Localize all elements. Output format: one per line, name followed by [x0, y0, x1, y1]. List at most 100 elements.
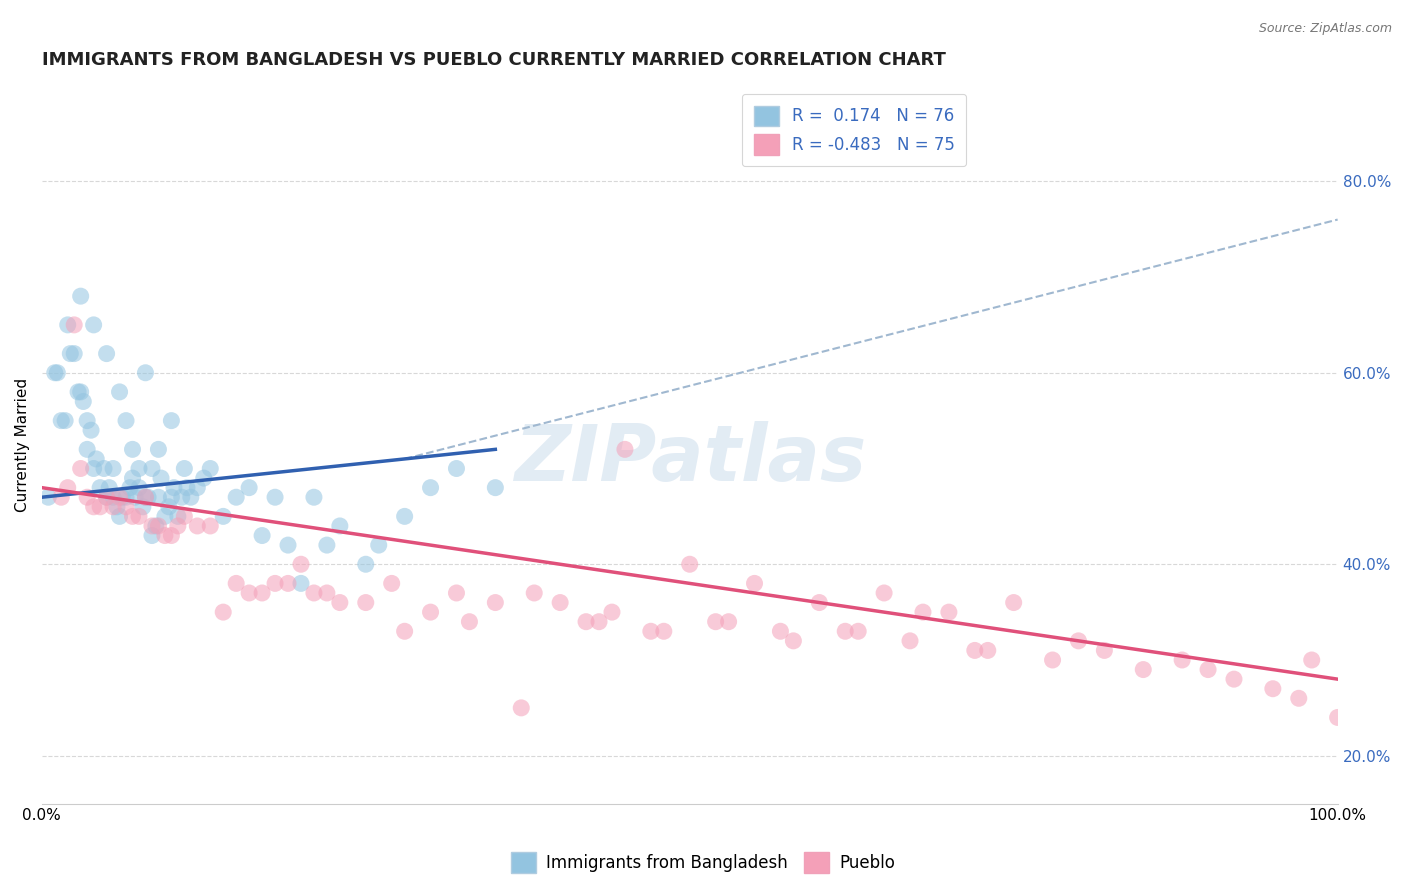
Point [640, 624, 662, 639]
Point [84, 451, 107, 466]
Point [446, 586, 468, 600]
Point [484, 596, 506, 610]
Point [115, 414, 138, 428]
Point [484, 481, 506, 495]
Point [1288, 691, 1310, 706]
Point [846, 624, 869, 639]
Point [898, 633, 921, 648]
Point [277, 576, 299, 591]
Point [128, 509, 150, 524]
Point [160, 528, 183, 542]
Point [148, 490, 170, 504]
Point [96, 490, 118, 504]
Point [115, 490, 138, 504]
Point [121, 509, 143, 524]
Point [238, 586, 260, 600]
Point [150, 471, 173, 485]
Point [173, 461, 195, 475]
Point [212, 605, 235, 619]
Point [510, 701, 533, 715]
Point [315, 586, 337, 600]
Point [679, 558, 702, 572]
Point [83, 318, 105, 332]
Point [1326, 710, 1348, 724]
Point [153, 528, 176, 542]
Point [1223, 672, 1246, 686]
Point [141, 461, 163, 475]
Point [69, 289, 91, 303]
Point [186, 519, 208, 533]
Point [160, 414, 183, 428]
Point [367, 538, 389, 552]
Point [613, 442, 636, 457]
Point [911, 605, 934, 619]
Point [89, 481, 111, 495]
Point [170, 490, 193, 504]
Point [157, 500, 180, 514]
Point [128, 481, 150, 495]
Point [124, 490, 146, 504]
Point [354, 558, 377, 572]
Point [163, 481, 186, 495]
Point [121, 442, 143, 457]
Point [89, 500, 111, 514]
Point [938, 605, 960, 619]
Point [108, 509, 131, 524]
Point [63, 346, 86, 360]
Point [1002, 596, 1025, 610]
Point [1261, 681, 1284, 696]
Point [717, 615, 740, 629]
Point [1301, 653, 1323, 667]
Point [51, 414, 73, 428]
Point [53, 414, 76, 428]
Point [167, 519, 190, 533]
Text: IMMIGRANTS FROM BANGLADESH VS PUEBLO CURRENTLY MARRIED CORRELATION CHART: IMMIGRANTS FROM BANGLADESH VS PUEBLO CUR… [42, 51, 946, 69]
Point [121, 471, 143, 485]
Point [180, 490, 202, 504]
Point [176, 481, 198, 495]
Point [200, 519, 222, 533]
Point [1067, 633, 1090, 648]
Point [277, 538, 299, 552]
Point [105, 500, 128, 514]
Point [354, 596, 377, 610]
Point [141, 528, 163, 542]
Point [132, 500, 155, 514]
Point [101, 490, 124, 504]
Point [136, 490, 159, 504]
Point [101, 500, 124, 514]
Point [769, 624, 792, 639]
Point [108, 490, 131, 504]
Point [264, 490, 287, 504]
Point [83, 461, 105, 475]
Point [1042, 653, 1064, 667]
Point [446, 461, 468, 475]
Point [96, 490, 118, 504]
Point [315, 538, 337, 552]
Point [108, 384, 131, 399]
Point [652, 624, 675, 639]
Point [98, 481, 121, 495]
Point [1171, 653, 1194, 667]
Point [69, 384, 91, 399]
Point [290, 576, 312, 591]
Point [51, 490, 73, 504]
Text: ZIPatlas: ZIPatlas [513, 421, 866, 497]
Point [302, 490, 325, 504]
Point [134, 490, 156, 504]
Point [977, 643, 1000, 657]
Point [134, 490, 156, 504]
Point [111, 490, 134, 504]
Point [148, 519, 170, 533]
Point [873, 586, 896, 600]
Point [76, 490, 98, 504]
Point [419, 605, 441, 619]
Point [160, 490, 183, 504]
Point [96, 346, 118, 360]
Point [808, 596, 831, 610]
Point [1092, 643, 1115, 657]
Point [200, 461, 222, 475]
Point [600, 605, 623, 619]
Point [394, 509, 416, 524]
Point [128, 461, 150, 475]
